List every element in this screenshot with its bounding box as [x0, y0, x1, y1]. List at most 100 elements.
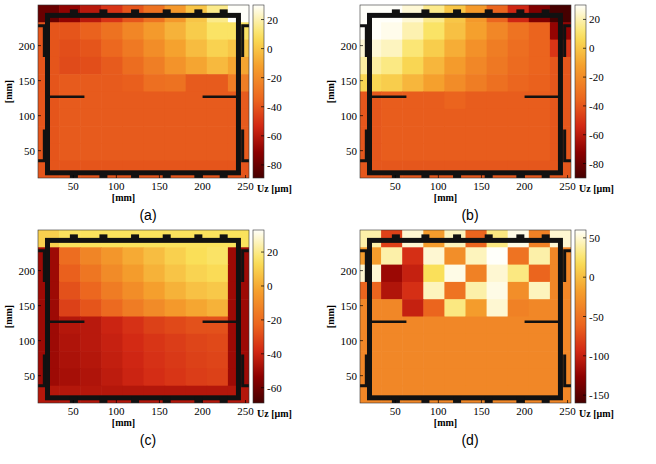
heat-cell — [423, 334, 445, 352]
heat-cell — [381, 386, 403, 403]
y-tick — [360, 150, 363, 151]
heat-cell — [508, 368, 530, 386]
heat-cell — [165, 126, 187, 144]
heat-cell — [186, 22, 208, 40]
x-tick — [202, 175, 203, 178]
bracket — [38, 130, 44, 161]
colorbar — [253, 5, 264, 178]
heat-cell — [144, 92, 166, 110]
heat-cell — [381, 299, 403, 317]
heat-cell — [101, 126, 123, 144]
heat-cell — [466, 334, 488, 352]
y-tick-label: 200 — [341, 40, 358, 52]
x-axis-title: [mm] — [434, 417, 457, 428]
y-tick — [38, 340, 41, 341]
y-tick-label: 50 — [24, 145, 36, 157]
heat-cell — [59, 368, 81, 386]
heat-cell — [59, 92, 81, 110]
heat-cell — [529, 247, 551, 265]
x-axis-title: [mm] — [112, 192, 135, 203]
bracket — [38, 26, 44, 57]
colorbar-tick-label: 0 — [267, 280, 273, 292]
heat-cell — [529, 334, 551, 352]
colorbar-tick-label: 20 — [267, 14, 279, 26]
heat-cell — [186, 265, 208, 283]
heat-cell — [529, 109, 551, 127]
heat-cell — [80, 22, 102, 40]
colorbar-tick — [583, 355, 586, 356]
tab — [220, 397, 228, 403]
heat-cell — [487, 368, 509, 386]
y-tick-label: 150 — [19, 75, 36, 87]
heat-cell — [487, 143, 509, 161]
tab — [220, 172, 228, 178]
heat-cell — [80, 334, 102, 352]
tab — [453, 9, 461, 16]
x-tick-label: 50 — [68, 405, 80, 417]
tab — [453, 172, 461, 178]
heat-cell — [444, 57, 466, 75]
heat-cell — [186, 126, 208, 144]
heat-cell — [487, 334, 509, 352]
bracket — [360, 355, 366, 386]
colorbar-tick — [583, 163, 586, 164]
x-tick-label: 50 — [68, 180, 80, 192]
tab — [70, 234, 78, 241]
heat-cell — [444, 334, 466, 352]
bracket — [243, 130, 249, 161]
tab — [194, 9, 202, 16]
heat-cell — [207, 299, 229, 317]
heat-cell — [144, 143, 166, 161]
heat-cell — [101, 317, 123, 335]
colorbar-tick — [261, 135, 264, 136]
heat-cell — [381, 351, 403, 369]
tab — [516, 172, 524, 178]
heat-cell — [207, 282, 229, 300]
heat-cell — [101, 57, 123, 75]
heat-cell — [508, 334, 530, 352]
y-tick — [38, 80, 41, 81]
heat-cell — [423, 317, 445, 335]
x-tick — [159, 400, 160, 403]
heat-cell — [529, 386, 551, 403]
x-tick — [202, 400, 203, 403]
heat-cell — [444, 351, 466, 369]
colorbar-tick — [261, 106, 264, 107]
colorbar — [575, 230, 586, 403]
x-tick-label: 50 — [390, 405, 402, 417]
y-tick-label: 100 — [341, 110, 358, 122]
y-tick-label: 100 — [341, 335, 358, 347]
colorbar-tick — [261, 19, 264, 20]
bracket — [360, 130, 366, 161]
tab — [99, 172, 107, 178]
heat-cell — [381, 282, 403, 300]
heat-cell — [186, 92, 208, 110]
heat-cell — [466, 299, 488, 317]
panel-label: (d) — [461, 432, 478, 448]
heat-cell — [80, 109, 102, 127]
colorbar-tick-label: -80 — [267, 159, 282, 171]
heat-cell — [466, 22, 488, 40]
heat-cell — [165, 74, 187, 92]
heat-cell — [466, 368, 488, 386]
heat-cell — [186, 40, 208, 58]
colorbar-tick — [583, 19, 586, 20]
heat-cell — [186, 386, 208, 403]
y-tick-label: 100 — [19, 110, 36, 122]
heat-cell — [207, 126, 229, 144]
heat-cell — [508, 57, 530, 75]
heat-cell — [122, 143, 144, 161]
heat-cell — [80, 351, 102, 369]
axis-frame — [38, 230, 249, 403]
heat-cell — [80, 161, 102, 178]
heat-cell — [122, 74, 144, 92]
y-tick — [360, 80, 363, 81]
heat-cell — [144, 351, 166, 369]
heat-cell — [508, 386, 530, 403]
colorbar-tick — [261, 319, 264, 320]
x-tick-label: 250 — [237, 405, 254, 417]
heat-cell — [122, 247, 144, 265]
heat-cell — [144, 161, 166, 178]
tab — [99, 397, 107, 403]
notch — [203, 320, 239, 323]
